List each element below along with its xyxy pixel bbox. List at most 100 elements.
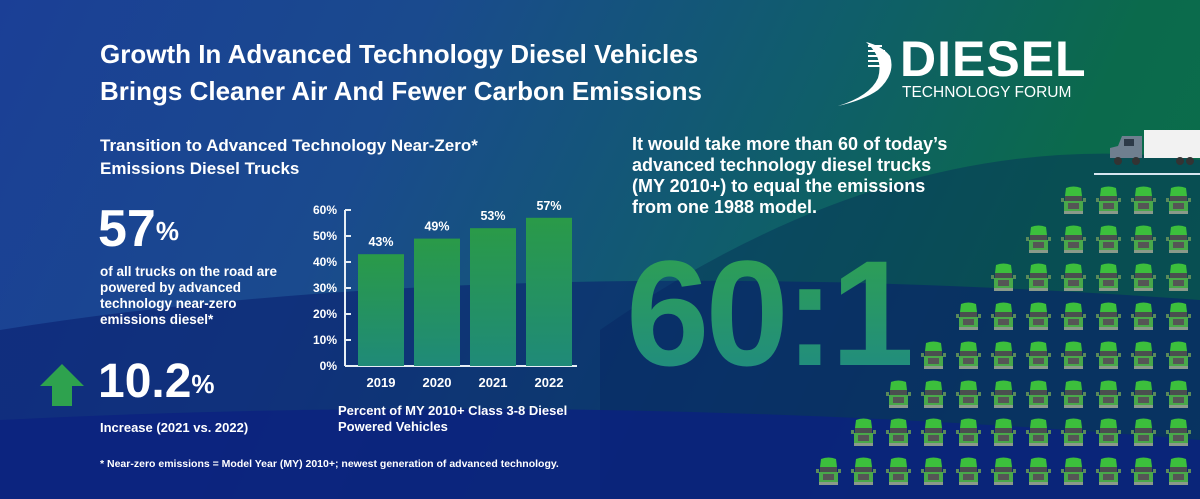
truck-front-icon [1131, 225, 1156, 255]
truck-front-icon [921, 418, 946, 448]
truck-front-icon [956, 341, 981, 371]
truck-front-icon [1131, 457, 1156, 487]
bar-2021 [470, 228, 516, 366]
truck-front-icon [956, 418, 981, 448]
truck-front-icon [1026, 302, 1051, 332]
stat-value: 57 [98, 200, 156, 258]
truck-front-icon [1166, 457, 1191, 487]
truck-front-icon [921, 457, 946, 487]
comparison-line: from one 1988 model. [632, 197, 818, 217]
truck-front-icon [921, 380, 946, 410]
subtitle-line: Emissions Diesel Trucks [100, 159, 300, 178]
x-tick-label: 2019 [367, 375, 396, 390]
truck-front-icon [1096, 418, 1121, 448]
road-globe-icon [838, 42, 892, 106]
truck-front-icon [1131, 380, 1156, 410]
truck-front-icon [1026, 341, 1051, 371]
chart-title: Percent of MY 2010+ Class 3-8 Diesel Pow… [338, 403, 567, 435]
comparison-line: advanced technology diesel trucks [632, 155, 932, 175]
truck-front-icon [1096, 457, 1121, 487]
data-label: 57% [536, 199, 561, 213]
truck-front-icon [1096, 341, 1121, 371]
truck-front-icon [1096, 186, 1121, 216]
comparison-line: It would take more than 60 of today’s [632, 134, 948, 154]
truck-front-icon [991, 302, 1016, 332]
truck-front-icon [1061, 341, 1086, 371]
truck-front-icon [1131, 341, 1156, 371]
increase-unit: % [191, 369, 215, 399]
y-tick-label: 50% [313, 229, 337, 243]
ratio-60-to-1: 60:1 [626, 229, 914, 397]
x-tick-label: 2021 [479, 375, 508, 390]
diesel-technology-forum-logo: DIESEL TECHNOLOGY FORUM [838, 34, 1118, 108]
x-tick-label: 2022 [535, 375, 564, 390]
truck-front-icon [956, 302, 981, 332]
truck-front-icon [1026, 457, 1051, 487]
bar-chart: 0% 10% 20% 30% 40% 50% 60% 43% 2019 49% 2020 53% 202… [313, 199, 577, 390]
y-tick-label: 60% [313, 203, 337, 217]
truck-front-icon [1131, 186, 1156, 216]
truck-front-icon [1061, 380, 1086, 410]
stat-unit: % [155, 216, 179, 246]
truck-front-icon [1026, 380, 1051, 410]
divider-line [1094, 173, 1200, 175]
truck-front-icon [991, 418, 1016, 448]
truck-front-icon [1061, 186, 1086, 216]
truck-front-icon [1061, 302, 1086, 332]
title-line: Growth In Advanced Technology Diesel Veh… [100, 39, 699, 69]
truck-front-icon [1061, 225, 1086, 255]
truck-front-icon [991, 457, 1016, 487]
truck-front-icon [851, 457, 876, 487]
truck-front-icon [1131, 418, 1156, 448]
bar-2022 [526, 217, 572, 366]
truck-front-icon [956, 457, 981, 487]
y-tick-label: 30% [313, 281, 337, 295]
title-line: Brings Cleaner Air And Fewer Carbon Emis… [100, 76, 702, 106]
section-subtitle: Transition to Advanced Technology Near-Z… [100, 134, 478, 180]
comparison-text: It would take more than 60 of today’s ad… [632, 134, 947, 218]
y-tick-label: 40% [313, 255, 337, 269]
truck-front-icon [1026, 263, 1051, 293]
x-tick-label: 2020 [423, 375, 452, 390]
truck-front-icon [1096, 380, 1121, 410]
stat-description: of all trucks on the road are powered by… [100, 264, 278, 327]
truck-front-icon [1166, 225, 1191, 255]
data-label: 53% [480, 209, 505, 223]
truck-front-icon [851, 418, 876, 448]
truck-front-icon [1026, 418, 1051, 448]
data-label: 49% [424, 220, 449, 234]
logo-tagline: TECHNOLOGY FORUM [902, 84, 1072, 101]
truck-front-icon [1166, 380, 1191, 410]
bar-2019 [358, 254, 404, 366]
semi-truck-icon [1110, 130, 1200, 165]
truck-front-icon [1166, 341, 1191, 371]
truck-front-icon [1096, 302, 1121, 332]
truck-front-icon [1166, 186, 1191, 216]
chart-title-line: Percent of MY 2010+ Class 3-8 Diesel [338, 403, 568, 418]
increase-stat: 10.2% [98, 356, 215, 408]
y-tick-label: 10% [313, 333, 337, 347]
comparison-line: (MY 2010+) to equal the emissions [632, 176, 926, 196]
footnote: * Near-zero emissions = Model Year (MY) … [100, 458, 559, 470]
stat-57-percent: 57% [98, 200, 179, 258]
truck-front-icon [1166, 302, 1191, 332]
logo-word: DIESEL [900, 31, 1087, 87]
subtitle-line: Transition to Advanced Technology Near-Z… [100, 136, 478, 155]
increase-value: 10.2 [98, 355, 192, 408]
truck-front-icon [991, 341, 1016, 371]
truck-front-icon [956, 380, 981, 410]
increase-label: Increase (2021 vs. 2022) [100, 420, 249, 435]
truck-front-icon [886, 380, 911, 410]
arrow-up-icon [40, 364, 84, 406]
truck-front-icon [1166, 263, 1191, 293]
truck-front-icon [816, 457, 841, 487]
truck-front-icon [1131, 302, 1156, 332]
truck-front-icon [886, 457, 911, 487]
main-title: Growth In Advanced Technology Diesel Veh… [100, 36, 702, 110]
y-tick-label: 20% [313, 307, 337, 321]
y-tick-label: 0% [320, 359, 338, 373]
truck-front-icon [1166, 418, 1191, 448]
truck-front-icon [1096, 225, 1121, 255]
truck-front-icon [1061, 263, 1086, 293]
